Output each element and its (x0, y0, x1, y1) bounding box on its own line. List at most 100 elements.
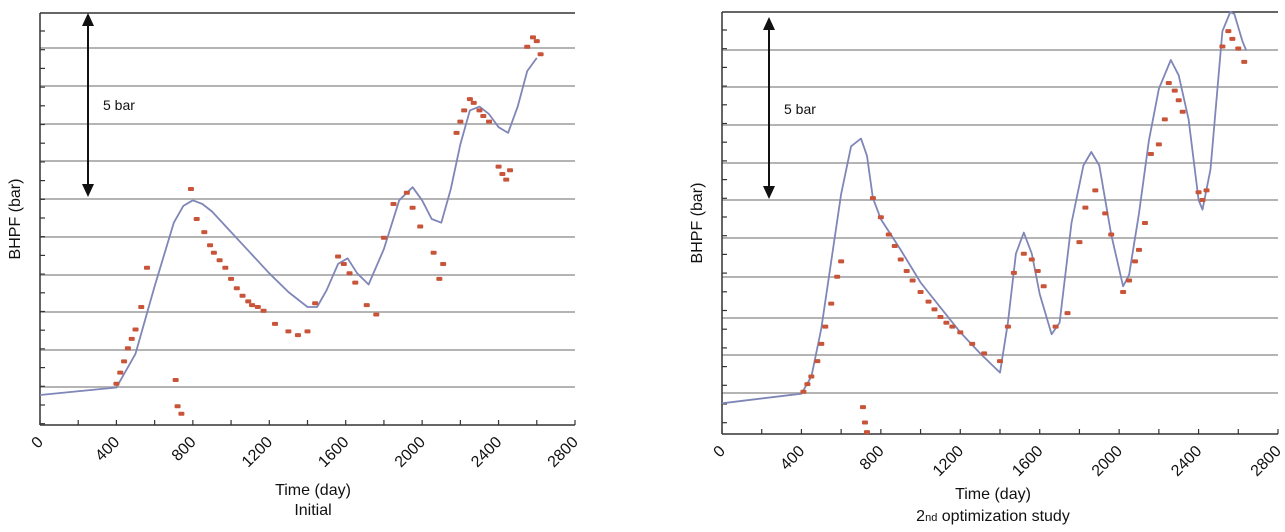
data-point (828, 301, 835, 306)
data-point (909, 278, 916, 283)
data-point (210, 250, 217, 255)
simulated-line (721, 11, 1248, 405)
data-point (537, 52, 544, 57)
data-point (272, 321, 279, 326)
data-point (1132, 259, 1139, 264)
data-point (390, 202, 397, 207)
data-point (222, 265, 229, 270)
arrow-down-icon (82, 184, 94, 197)
data-point (949, 324, 956, 329)
data-point (814, 359, 821, 364)
data-point (1040, 284, 1047, 289)
data-point (931, 307, 938, 312)
data-point (1126, 278, 1133, 283)
data-point (495, 164, 502, 169)
x-tick-label: 2400 (1168, 443, 1205, 480)
x-tick-label: 0 (711, 443, 729, 461)
data-point (808, 374, 815, 379)
chart-optimization: 0 400 800 1200 1600 2000 2400 2800 BHPF (bar) 5 b… (689, 11, 1285, 480)
data-point (201, 230, 208, 235)
data-point (903, 268, 910, 273)
data-point (1076, 240, 1083, 245)
y-axis-label: BHPF (bar) (7, 179, 24, 260)
data-point (957, 330, 964, 335)
data-point (1052, 324, 1059, 329)
data-point (440, 261, 447, 266)
simulated-line (39, 57, 538, 396)
subtitle-number: 2 (916, 508, 926, 525)
data-point (863, 430, 870, 435)
data-point (859, 405, 866, 410)
data-point (178, 411, 185, 416)
x-tick-label: 2800 (1248, 443, 1285, 480)
data-point (869, 196, 876, 201)
data-point (417, 224, 424, 229)
data-point (457, 119, 464, 124)
data-point (340, 261, 347, 266)
data-point (1120, 290, 1127, 295)
data-point (124, 346, 131, 351)
data-point (249, 303, 256, 308)
data-point (1102, 211, 1109, 216)
scale-annotation: 5 bar (103, 97, 135, 113)
data-point (174, 404, 181, 409)
data-point (834, 274, 841, 279)
data-point (507, 168, 514, 173)
data-point (132, 327, 139, 332)
data-point (1108, 232, 1115, 237)
subtitle-ordinal: nd (925, 512, 938, 524)
scale-annotation: 5 bar (784, 101, 816, 117)
data-point (1229, 36, 1236, 41)
x-tick-label: 2000 (392, 434, 429, 471)
chart-subtitle: Initial (294, 502, 332, 519)
data-point (818, 341, 825, 346)
data-point (373, 312, 380, 317)
subtitle-text: optimization study (937, 508, 1070, 525)
data-point (1092, 188, 1099, 193)
data-point (128, 336, 135, 341)
data-point (804, 382, 811, 387)
x-tick-label: 400 (92, 434, 123, 465)
data-point (233, 286, 240, 291)
data-point (113, 381, 120, 386)
chart-panel-initial: 0 400 800 1200 1600 2000 2400 2800 BHPF (bar) 5 b… (0, 0, 600, 532)
arrow-down-icon (763, 186, 775, 199)
data-point (335, 254, 342, 259)
data-point (254, 305, 261, 310)
data-point (480, 114, 487, 118)
data-point (172, 378, 179, 383)
data-point (216, 258, 223, 263)
data-point (1028, 257, 1035, 262)
data-point (193, 217, 200, 221)
data-point (346, 271, 353, 276)
data-point (285, 329, 292, 334)
x-tick-label: 2400 (468, 434, 505, 471)
data-point (1147, 151, 1154, 156)
x-tick-label: 1200 (930, 443, 967, 480)
data-point (1179, 109, 1186, 114)
data-point (877, 215, 884, 220)
data-point (1034, 268, 1041, 273)
data-point (1203, 188, 1210, 193)
data-point (1195, 190, 1202, 195)
chart-subtitle: 2nd optimization study (916, 508, 1070, 526)
data-point (144, 265, 150, 270)
data-point (476, 108, 483, 113)
data-point (1161, 117, 1168, 122)
data-point (363, 303, 370, 308)
data-point (499, 172, 506, 177)
x-tick-label: 0 (29, 434, 47, 452)
data-point (187, 187, 194, 192)
x-tick-label: 400 (777, 443, 808, 474)
data-point (917, 290, 924, 295)
data-point (822, 324, 829, 329)
data-point (121, 359, 128, 364)
data-point (486, 119, 493, 124)
data-point (981, 351, 988, 356)
data-point (1219, 44, 1226, 49)
data-point (897, 257, 904, 262)
data-point (529, 35, 536, 40)
data-point (1225, 29, 1232, 34)
data-point (1141, 221, 1148, 225)
data-point (453, 130, 460, 135)
